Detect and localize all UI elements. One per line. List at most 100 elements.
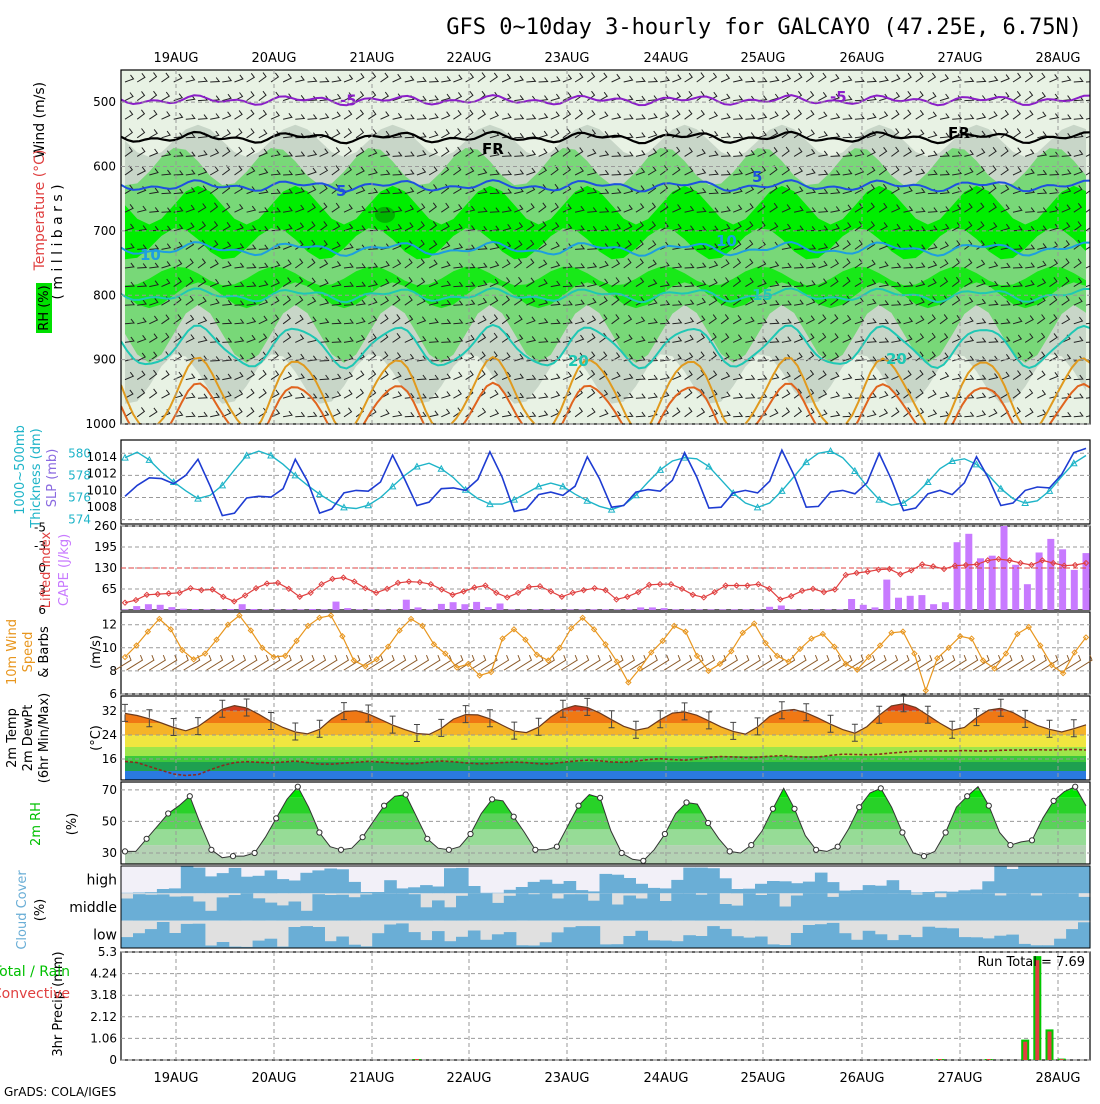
wind10-barb: [938, 654, 956, 671]
wind-barb: [124, 146, 133, 157]
wind-barb: [915, 207, 926, 213]
wind-barb: [209, 202, 219, 213]
wind-barb: [538, 148, 548, 157]
wind-barb: [331, 280, 342, 288]
wind-barb: [952, 393, 963, 399]
wind-barb: [793, 109, 802, 120]
wind-barb: [465, 128, 474, 139]
lifted-index-marker: [1039, 557, 1046, 564]
wind-barb: [295, 240, 304, 250]
wind-barb: [477, 297, 488, 306]
wind10-marker: [819, 630, 827, 638]
wind-barb: [222, 76, 233, 83]
cloud-cell: [1042, 866, 1055, 894]
cloud-cell: [156, 889, 170, 894]
cape-bar: [262, 609, 270, 610]
slp-tick-label: 1014: [86, 450, 117, 464]
wind10-barb: [835, 654, 853, 671]
wind-barb: [1012, 166, 1022, 176]
wind-barb: [161, 261, 171, 269]
wind-barb: [416, 150, 427, 157]
lifted-index-marker: [143, 591, 151, 598]
lifted-index-marker: [580, 586, 587, 594]
temp2m-minmax-bar: [851, 723, 858, 742]
thickness-marker: [899, 498, 908, 506]
wind-barb: [1061, 354, 1072, 362]
wind-barb: [939, 170, 950, 176]
cloud-cell: [503, 889, 517, 894]
wind-barb: [392, 206, 403, 213]
wind-barb: [380, 91, 390, 102]
rh2m-marker: [1072, 783, 1079, 790]
wind-barb: [416, 258, 425, 269]
wind-barb: [343, 146, 352, 157]
wind-barb: [210, 278, 220, 288]
cloud-cell: [133, 933, 146, 948]
wind10-label-a: 10m Wind: [5, 619, 20, 685]
wind-barb: [501, 73, 512, 83]
lifted-index-marker: [187, 584, 194, 592]
wind-barb: [234, 407, 243, 418]
wind-barb: [124, 204, 134, 213]
wind-barb: [1024, 72, 1034, 83]
wind-barb: [562, 300, 573, 306]
lifted-index-marker: [645, 581, 653, 589]
wind-barb: [489, 188, 500, 195]
wind-barb: [988, 241, 998, 250]
wind-barb: [562, 336, 573, 343]
wind-barb: [964, 277, 973, 288]
wind-barb: [793, 334, 804, 343]
wind-barb: [733, 412, 744, 418]
wind-barb: [574, 205, 585, 213]
wind-barb: [429, 318, 439, 325]
wind-barb: [246, 407, 255, 418]
wind10-marker: [522, 636, 529, 643]
cape-bar: [320, 609, 328, 610]
wind-barb: [477, 280, 488, 288]
wind-barb: [1024, 110, 1034, 120]
wind-barb: [161, 314, 170, 325]
lifted-index-marker: [285, 585, 293, 593]
wind-barb: [635, 132, 646, 139]
wind-barb: [209, 148, 220, 157]
wind-barb: [429, 392, 439, 399]
wind-barb: [429, 95, 439, 102]
wind10-marker: [396, 627, 403, 634]
thickness-marker: [242, 451, 251, 459]
wind-barb: [903, 388, 912, 399]
wind-barb: [793, 147, 803, 157]
wind-barb: [404, 314, 414, 325]
wind-barb: [732, 222, 742, 232]
wind10-barb: [377, 654, 395, 671]
wind-barb: [465, 281, 476, 288]
wind10-barb: [240, 654, 258, 671]
wind-barb: [587, 315, 597, 325]
wind-barb: [526, 114, 537, 120]
lifted-index-marker: [700, 594, 707, 601]
cape-tick-label: 195: [94, 540, 117, 554]
wind-barb: [635, 316, 646, 325]
wind10-barb: [126, 654, 144, 671]
cloud-cell: [802, 893, 816, 921]
rh-band: [125, 797, 1086, 814]
wind-barb: [599, 409, 609, 418]
wind-barb: [282, 241, 293, 250]
wind-barb: [745, 185, 755, 195]
lifted-index-marker: [951, 562, 959, 569]
wind-barb: [222, 147, 231, 157]
wind-barb: [270, 351, 279, 362]
temp2m-minmax-bar: [584, 697, 591, 716]
wind-barb: [343, 407, 353, 418]
wind10-barb: [824, 654, 841, 671]
wind-barb: [319, 166, 329, 176]
wind-barb: [818, 370, 827, 381]
wind-barb: [416, 221, 425, 232]
wind-barb: [720, 333, 730, 343]
cloud-cell: [898, 893, 912, 921]
wind-barb: [806, 188, 817, 195]
wind-barb: [331, 373, 342, 381]
wind-barb: [209, 166, 219, 176]
cape-bar: [602, 609, 609, 610]
wind-barb: [282, 333, 292, 343]
wind-barb: [295, 334, 305, 343]
